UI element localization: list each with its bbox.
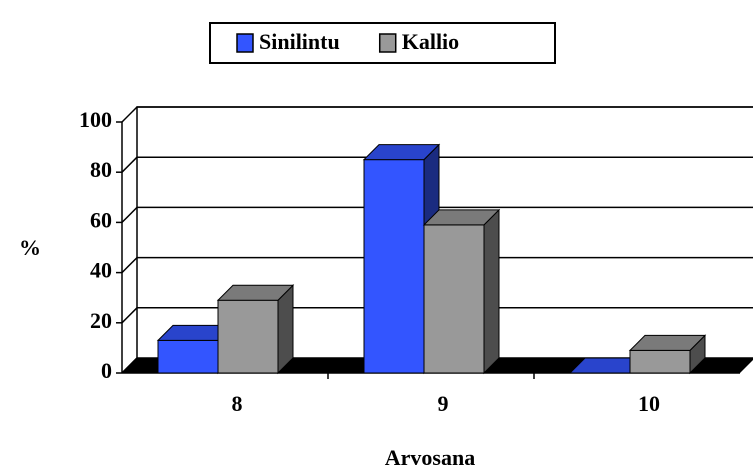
grid-line-side	[121, 307, 138, 324]
bar-top	[628, 334, 707, 351]
y-tick-label: 80	[90, 157, 112, 182]
grid-line-side	[121, 257, 138, 274]
legend-label: Kallio	[402, 29, 459, 54]
bar-top	[216, 284, 295, 301]
grid-line-side	[121, 106, 138, 123]
y-tick-label: 20	[90, 308, 112, 333]
grid-line-side	[121, 156, 138, 173]
x-axis-label: Arvosana	[385, 445, 475, 470]
bar-front	[363, 159, 425, 374]
y-tick-label: 0	[101, 358, 112, 383]
bar-side	[483, 208, 500, 375]
grid-line-side	[121, 206, 138, 223]
y-tick-label: 100	[79, 107, 112, 132]
y-axis-label: %	[19, 235, 41, 260]
x-tick-label: 10	[638, 391, 660, 416]
x-tick-label: 9	[438, 391, 449, 416]
y-tick-label: 40	[90, 258, 112, 283]
bar-top	[422, 209, 501, 226]
y-tick-label: 60	[90, 207, 112, 232]
legend-swatch	[236, 33, 254, 53]
bar-front	[423, 224, 485, 374]
x-tick-label: 8	[232, 391, 243, 416]
bar-front	[217, 299, 279, 374]
bar	[216, 284, 295, 375]
bar	[628, 334, 707, 375]
legend-swatch	[378, 33, 397, 53]
bar-top	[362, 144, 441, 161]
legend-label: Sinilintu	[259, 29, 340, 54]
bar-front	[157, 339, 219, 374]
bar	[422, 208, 501, 375]
bar-front	[629, 349, 691, 374]
